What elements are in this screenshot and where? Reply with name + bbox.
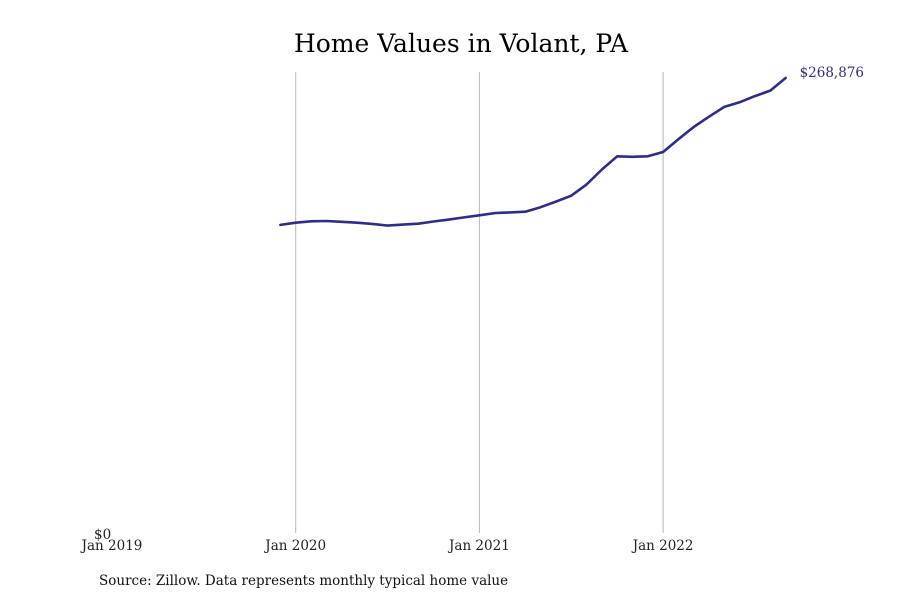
x-tick-label: Jan 2020 (263, 538, 326, 554)
y-tick-label-zero: $0 (94, 527, 111, 543)
gridlines (295, 72, 664, 533)
last-value-label: $268,876 (800, 65, 864, 81)
x-tick-label: Jan 2019 (80, 538, 143, 554)
x-tick-label: Jan 2021 (447, 538, 510, 554)
x-tick-label: Jan 2022 (631, 538, 694, 554)
source-note: Source: Zillow. Data represents monthly … (99, 573, 508, 589)
chart-title: Home Values in Volant, PA (294, 29, 629, 58)
x-axis-ticks: Jan 2019 Jan 2020 Jan 2021 Jan 2022 (80, 538, 694, 554)
series-line-home-value (279, 76, 787, 227)
